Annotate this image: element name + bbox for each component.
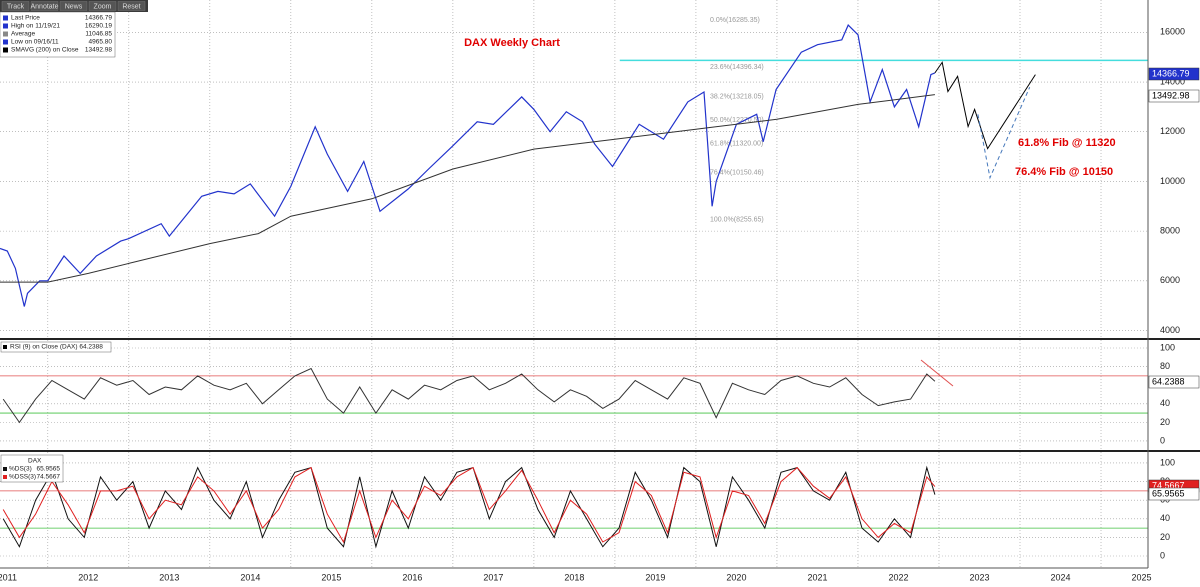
value-tag-bg [1148,67,1200,81]
y-tick-label: 100 [1160,342,1175,352]
fib-label: 50.0%(12270.50) [710,117,764,124]
panels: 0.0%(16285.35) 23.6%(14396.34) 38.2%(13218… [0,0,1148,568]
legend-swatch [3,23,8,29]
toolbar-button[interactable] [1,1,30,11]
x-tick-label: 2018 [564,572,584,582]
x-tick-label: 2023 [969,572,989,582]
y-tick-label: 16000 [1160,27,1185,37]
fib-label: 61.8%(11320.00) [710,140,763,147]
toolbar-button-label[interactable]: News [65,3,83,10]
y-tick-label: 0 [1160,550,1165,560]
value-tag-bg [1148,89,1200,103]
x-tick-label: 2020 [726,572,746,582]
y-tick-label: 14000 [1160,76,1185,86]
fib-label: 0.0%(16285.35) [710,17,760,24]
toolbar-button-label[interactable]: Zoom [94,3,112,10]
x-tick-label: 2019 [645,572,665,582]
y-tick-label: 20 [1160,417,1170,427]
annotation: 61.8% Fib @ 11320 [1018,137,1116,149]
legend-swatch [3,467,7,471]
value-tag-bg [1148,487,1200,501]
x-tick-label: 2015 [321,572,341,582]
legend-box [0,11,116,58]
y-tick-label: 100 [1160,457,1175,467]
y-tick-label: 40 [1160,513,1170,523]
legend-value: 14366.79 [85,15,112,22]
value-tag: 13492.98 [1152,90,1190,100]
legend-label: Average [11,31,35,38]
legend-label: Last Price [11,15,40,22]
legend-value: 16290.19 [85,23,112,30]
y-tick-label: 4000 [1160,325,1180,335]
fib-label: 76.4%(10150.46) [710,170,764,177]
legend-label: Low on 09/16/11 [11,39,59,46]
legend-label: High on 11/19/21 [11,23,60,30]
annotation: 76.4% Fib @ 10150 [1015,166,1113,178]
toolbar-button[interactable] [88,1,117,11]
y-tick-label: 20 [1160,532,1170,542]
legend-swatch [3,475,7,479]
legend-label: %DSS(3) [9,474,36,481]
legend-title: DAX [28,458,42,465]
toolbar: Track Annotate News Zoom Reset [0,0,148,12]
fib-label: 23.6%(14396.34) [710,64,764,71]
y-tick-label: 0 [1160,435,1165,445]
y-tick-label: 8000 [1160,226,1180,236]
toolbar-button[interactable] [117,1,146,11]
legend-value: 13492.98 [85,47,112,54]
legend-value: 4965.80 [89,39,113,46]
series-line [2,367,936,424]
toolbar-button[interactable] [30,1,59,11]
trend-line [920,359,954,387]
series-line [2,466,936,544]
y-tick-label: 10000 [1160,176,1185,186]
series-line [0,94,935,283]
y-tick-label: 12000 [1160,126,1185,136]
chart-title: DAX Weekly Chart [464,37,560,49]
legend-value: 11046.85 [85,31,112,38]
value-tag: 14366.79 [1152,68,1190,78]
y-tick-label: 40 [1160,398,1170,408]
x-tick-label: 2025 [1132,572,1152,582]
legend-swatch [3,39,8,45]
x-tick-label: 2024 [1050,572,1070,582]
legend-box [0,454,64,483]
x-tick-label: 2013 [159,572,179,582]
value-tag: 64.2388 [1152,376,1185,386]
y-tick-label: 80 [1160,361,1170,371]
toolbar-button[interactable] [59,1,88,11]
series-line [0,24,936,307]
legend-value: 74.5667 [37,474,61,481]
x-tick-label: 2017 [483,572,503,582]
legend-value: 65.9565 [37,466,61,473]
series-line [934,61,1036,150]
legend-swatch [3,47,8,53]
x-tick-label: 2014 [240,572,260,582]
x-tick-label: 2016 [402,572,422,582]
legend-label: SMAVG (200) on Close [11,47,79,54]
series-line [977,86,1031,180]
value-tag-bg [1148,375,1200,389]
legend-swatch [3,345,7,349]
toolbar-button-label[interactable]: Track [7,3,25,10]
legend-swatch [3,31,8,37]
x-tick-label: 2012 [78,572,98,582]
x-tick-label: 2011 [0,572,17,582]
value-tag: 65.9565 [1152,488,1185,498]
toolbar-button-label[interactable]: Reset [122,3,140,10]
x-tick-label: 2022 [888,572,908,582]
x-tick-label: 2021 [807,572,827,582]
fib-label: 100.0%(8255.65) [710,217,764,224]
legend-label: RSI (9) on Close (DAX) 64.2388 [10,344,103,351]
value-tag: 74.5667 [1152,480,1185,490]
legend-box [0,341,112,353]
legend-swatch [3,15,8,21]
y-tick-label: 6000 [1160,275,1180,285]
legend-label: %DS(3) [9,466,32,473]
fib-label: 38.2%(13218.05) [710,93,764,100]
toolbar-button-label[interactable]: Annotate [30,3,58,10]
